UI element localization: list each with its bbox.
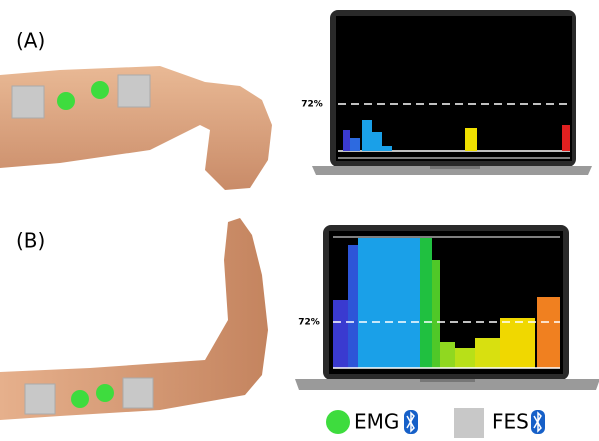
fes-electrode: [123, 378, 153, 408]
legend-fes-swatch: [454, 408, 484, 438]
threshold-label: 72%: [298, 318, 320, 328]
fes-electrode: [118, 75, 150, 107]
figure-canvas: (A) 72% (B): [0, 0, 599, 441]
fes-electrode: [25, 384, 55, 414]
laptop-a: [312, 10, 592, 175]
legend: EMG FES: [326, 408, 545, 438]
laptop-b: [295, 225, 599, 390]
legend-emg-swatch: [326, 410, 350, 434]
panel-label: (B): [16, 229, 45, 253]
panel-label: (A): [16, 29, 45, 53]
figure: (A) 72% (B): [0, 0, 599, 441]
emg-electrode: [96, 384, 114, 402]
emg-electrode: [57, 92, 75, 110]
legend-label: EMG: [354, 410, 399, 434]
threshold-label: 72%: [301, 100, 323, 110]
legend-label: FES: [492, 410, 529, 434]
emg-electrode: [91, 81, 109, 99]
arm-a: [0, 66, 272, 190]
fes-electrode: [12, 86, 44, 118]
emg-electrode: [71, 390, 89, 408]
